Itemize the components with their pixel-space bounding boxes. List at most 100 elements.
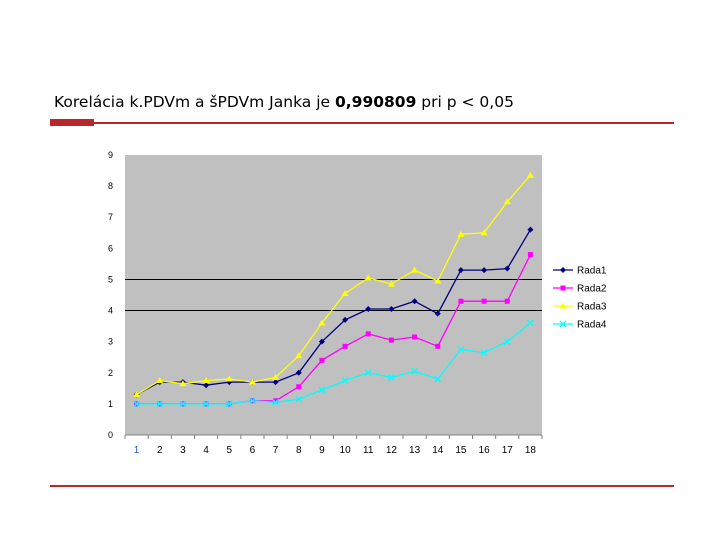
data-point bbox=[434, 310, 441, 317]
legend-entry: Rada2 bbox=[577, 284, 607, 295]
x-tick-label: 12 bbox=[386, 445, 398, 456]
legend-entry: Rada4 bbox=[577, 320, 607, 331]
data-point bbox=[411, 266, 419, 273]
data-point bbox=[179, 380, 187, 387]
data-point bbox=[156, 400, 164, 408]
plot-area bbox=[125, 155, 542, 435]
data-point bbox=[225, 375, 233, 382]
x-tick-label: 10 bbox=[340, 445, 352, 456]
data-point bbox=[527, 252, 533, 258]
data-point bbox=[318, 338, 325, 345]
data-point bbox=[272, 379, 279, 386]
data-point bbox=[248, 378, 256, 385]
data-point bbox=[481, 267, 488, 274]
data-point bbox=[411, 298, 418, 305]
data-point bbox=[341, 289, 349, 296]
correlation-value: 0,990809 bbox=[334, 93, 417, 111]
title-underline-rule bbox=[50, 119, 674, 126]
data-point bbox=[504, 298, 510, 304]
data-point bbox=[412, 334, 418, 340]
data-point bbox=[457, 345, 465, 353]
data-point bbox=[503, 338, 511, 346]
data-point bbox=[133, 391, 141, 398]
data-point bbox=[411, 367, 419, 375]
x-tick-label: 11 bbox=[363, 445, 374, 456]
data-point bbox=[318, 386, 326, 394]
data-point bbox=[202, 377, 210, 384]
x-tick-label: 5 bbox=[226, 445, 232, 456]
legend-entry: Rada1 bbox=[577, 266, 607, 277]
data-point bbox=[156, 377, 164, 384]
data-point bbox=[434, 375, 442, 383]
y-tick-label: 7 bbox=[108, 212, 113, 222]
data-point bbox=[364, 274, 372, 281]
data-point bbox=[527, 226, 534, 233]
x-tick-label: 6 bbox=[250, 445, 256, 456]
data-point bbox=[457, 267, 464, 274]
legend-entry: Rada3 bbox=[577, 302, 607, 313]
series-line-rada4 bbox=[136, 322, 531, 405]
data-point bbox=[273, 398, 279, 404]
legend-marker bbox=[560, 285, 566, 291]
data-point bbox=[319, 357, 325, 363]
slide-title: Korelácia k.PDVm a šPDVm Janka je 0,9908… bbox=[54, 93, 674, 111]
chart-frame: 0 1 2 3 4 5 6 7 8 9 1 2 3 4 5 6 7 8 9 10 11 12 13 14 15 16 17 18 Rad… bbox=[98, 143, 618, 468]
data-point bbox=[248, 397, 256, 405]
data-point bbox=[295, 395, 303, 403]
data-point bbox=[388, 306, 395, 312]
x-tick-label: 13 bbox=[409, 445, 421, 456]
data-point bbox=[387, 280, 395, 287]
y-tick-label: 0 bbox=[108, 430, 113, 440]
y-tick-label: 1 bbox=[108, 399, 113, 409]
x-tick-label: 17 bbox=[502, 445, 514, 456]
data-point bbox=[295, 369, 302, 376]
y-tick-label: 4 bbox=[108, 306, 113, 316]
data-point bbox=[526, 171, 534, 178]
x-tick-label: 15 bbox=[455, 445, 467, 456]
y-tick-label: 5 bbox=[108, 274, 113, 284]
x-tick-label: 9 bbox=[319, 445, 325, 456]
title-text-start: Korelácia k.PDVm a šPDVm Janka je bbox=[54, 93, 335, 111]
data-point bbox=[365, 306, 372, 312]
y-tick-label: 3 bbox=[108, 337, 113, 347]
data-point bbox=[364, 369, 372, 377]
x-tick-label: 8 bbox=[296, 445, 302, 456]
y-tick-label: 2 bbox=[108, 368, 113, 378]
y-tick-label: 6 bbox=[108, 243, 113, 253]
data-point bbox=[387, 373, 395, 381]
series-line-rada3 bbox=[136, 174, 531, 396]
title-underline-accent-block bbox=[50, 119, 94, 126]
data-point bbox=[295, 352, 303, 359]
legend-marker bbox=[560, 267, 566, 273]
data-point bbox=[202, 400, 210, 408]
data-point bbox=[365, 331, 371, 337]
x-tick-label: 2 bbox=[157, 445, 163, 456]
data-point bbox=[458, 298, 464, 304]
data-point bbox=[296, 384, 302, 390]
data-point bbox=[342, 316, 349, 323]
data-point bbox=[342, 343, 348, 349]
title-text-end: pri p < 0,05 bbox=[416, 93, 514, 111]
footer-rule bbox=[50, 485, 674, 487]
data-point bbox=[179, 400, 187, 408]
data-point bbox=[526, 319, 534, 327]
legend-marker bbox=[559, 320, 567, 328]
x-tick-label: 3 bbox=[180, 445, 186, 456]
data-point bbox=[480, 229, 488, 236]
x-tick-label: 18 bbox=[525, 445, 537, 456]
data-point bbox=[341, 377, 349, 385]
x-tick-label: 4 bbox=[203, 445, 209, 456]
data-point bbox=[203, 382, 210, 389]
legend-marker bbox=[559, 302, 567, 309]
data-point bbox=[318, 319, 326, 326]
data-point bbox=[225, 400, 233, 408]
x-tick-label: 16 bbox=[479, 445, 491, 456]
data-point bbox=[133, 400, 141, 408]
data-point bbox=[434, 277, 442, 284]
data-point bbox=[504, 265, 511, 272]
data-point bbox=[435, 343, 441, 349]
data-point bbox=[457, 230, 465, 237]
series-line-rada1 bbox=[136, 229, 531, 396]
y-tick-label: 9 bbox=[108, 150, 113, 160]
